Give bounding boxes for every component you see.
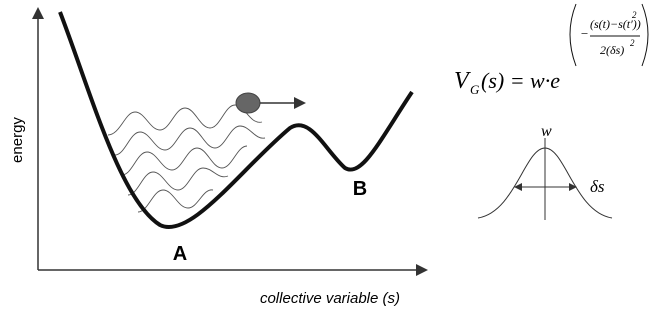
- gaussians: [108, 105, 265, 212]
- minimum-a: A: [173, 243, 187, 265]
- formula-sub: G: [470, 82, 480, 97]
- walker: [236, 93, 260, 113]
- formula-lhs: V: [454, 68, 471, 94]
- minimum-b: B: [353, 178, 367, 200]
- y-label: energy: [9, 117, 26, 163]
- formula-numerator-power: 2: [632, 10, 637, 20]
- formula-minus: −: [580, 26, 589, 41]
- page: energy collective variable (s) A B V G (…: [0, 0, 654, 309]
- formula-denominator: 2(δs): [600, 43, 624, 57]
- formula-rhs: (s) = w·e: [481, 68, 560, 93]
- x-label: collective variable (s): [260, 290, 400, 307]
- gaussian-width: δs: [590, 177, 605, 196]
- gaussian-height: w: [541, 123, 552, 140]
- diagram: energy collective variable (s) A B V G (…: [0, 0, 654, 309]
- formula-denominator-power: 2: [630, 38, 635, 48]
- formula: V G (s) = w·e − (s(t)−s(t′)) 2 2(δs) 2: [454, 4, 648, 97]
